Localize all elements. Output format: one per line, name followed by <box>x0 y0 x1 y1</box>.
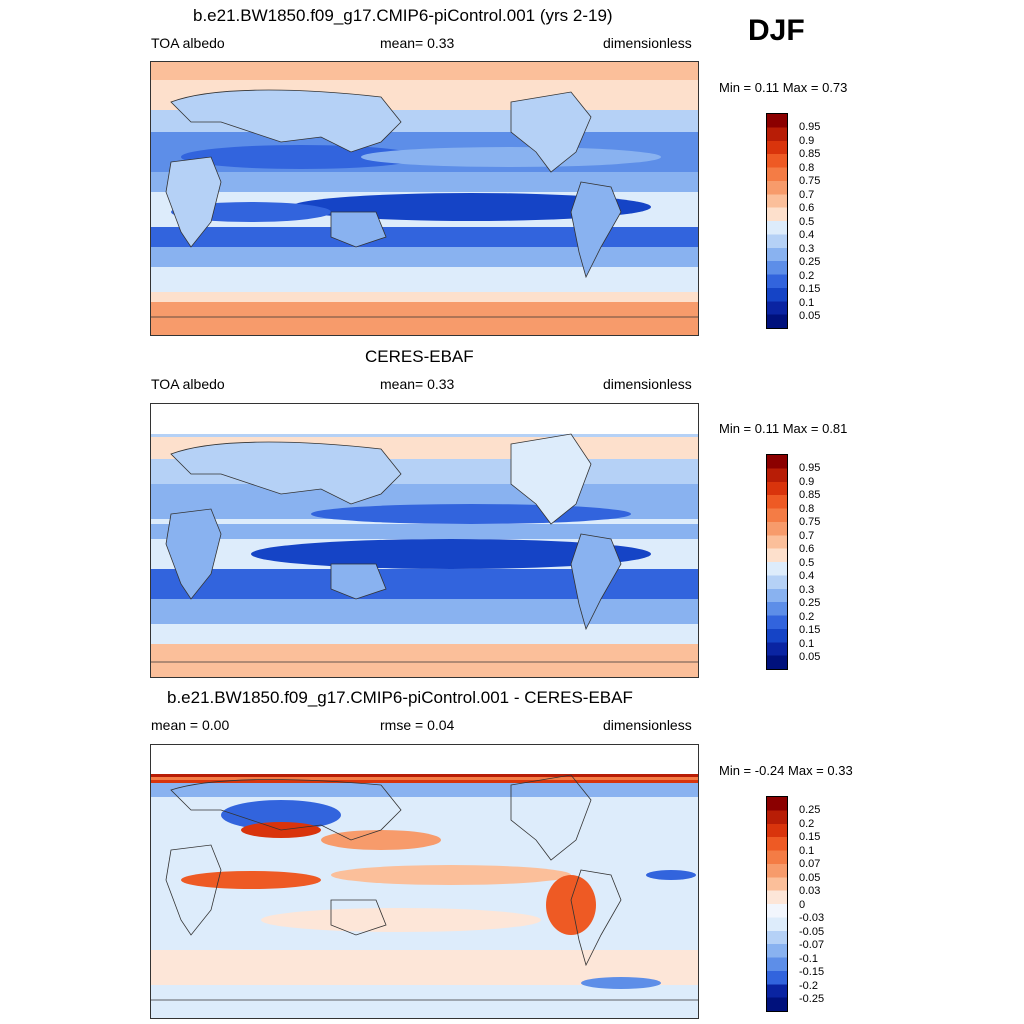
panel3-colorbar-label: -0.1 <box>799 953 818 965</box>
panel3-colorbar-label: 0 <box>799 899 806 911</box>
panel2-colorbar-label: 0.6 <box>799 543 815 555</box>
panel3-colorbar-swatches <box>766 796 788 1012</box>
panel1-map <box>150 61 699 336</box>
panel2-colorbar-label: 0.85 <box>799 489 821 501</box>
panel2-colorbar-label: 0.05 <box>799 651 821 663</box>
panel2-map <box>150 403 699 678</box>
panel3-colorbar-label: -0.03 <box>799 912 825 924</box>
panel3-minmax-label: Min = -0.24 Max = 0.33 <box>719 763 853 778</box>
panel2-colorbar-label: 0.9 <box>799 476 815 488</box>
panel3-colorbar-label: 0.07 <box>799 858 821 870</box>
season-label: DJF <box>748 14 805 47</box>
panel3-colorbar-label: 0.25 <box>799 804 821 816</box>
panel1-minmax-label: Min = 0.11 Max = 0.73 <box>719 80 848 95</box>
panel3-colorbar-label: 0.1 <box>799 845 815 857</box>
panel1-colorbar-label: 0.8 <box>799 162 815 174</box>
panel2-mean-label: mean= 0.33 <box>380 376 455 392</box>
panel3-mean-label: mean = 0.00 <box>151 717 230 733</box>
panel2-colorbar-label: 0.8 <box>799 503 815 515</box>
panel3-colorbar-label: 0.15 <box>799 831 821 843</box>
panel1-colorbar-label: 0.05 <box>799 310 821 322</box>
panel2-units-label: dimensionless <box>603 376 692 392</box>
panel2-colorbar-label: 0.25 <box>799 597 821 609</box>
panel1-colorbar-label: 0.7 <box>799 189 815 201</box>
panel2-colorbar-label: 0.7 <box>799 530 815 542</box>
panel2-minmax-label: Min = 0.11 Max = 0.81 <box>719 421 848 436</box>
panel3-colorbar-label: -0.15 <box>799 966 825 978</box>
panel3-rmse-label: rmse = 0.04 <box>380 717 455 733</box>
panel3-colorbar-label: -0.05 <box>799 926 825 938</box>
panel1-colorbar-label: 0.1 <box>799 297 815 309</box>
panel1-variable-label: TOA albedo <box>151 35 225 51</box>
panel2-colorbar-label: 0.95 <box>799 462 821 474</box>
panel2-variable-label: TOA albedo <box>151 376 225 392</box>
panel2-colorbar-label: 0.75 <box>799 516 821 528</box>
panel1-colorbar-label: 0.9 <box>799 135 815 147</box>
panel1-colorbar-label: 0.6 <box>799 202 815 214</box>
panel1-colorbar-label: 0.25 <box>799 256 821 268</box>
panel1-title: b.e21.BW1850.f09_g17.CMIP6-piControl.001… <box>193 6 613 25</box>
panel1-mean-label: mean= 0.33 <box>380 35 455 51</box>
panel1-colorbar-label: 0.15 <box>799 283 821 295</box>
panel3-colorbar-label: -0.2 <box>799 980 818 992</box>
panel1-colorbar-label: 0.95 <box>799 121 821 133</box>
panel3-map <box>150 744 699 1019</box>
panel2-colorbar-label: 0.4 <box>799 570 815 582</box>
panel1-colorbar-label: 0.4 <box>799 229 815 241</box>
panel2-colorbar-label: 0.3 <box>799 584 815 596</box>
panel1-colorbar-label: 0.75 <box>799 175 821 187</box>
panel1-colorbar-label: 0.2 <box>799 270 815 282</box>
panel3-units-label: dimensionless <box>603 717 692 733</box>
panel1-colorbar-swatches <box>766 113 788 329</box>
panel1-colorbar-label: 0.5 <box>799 216 815 228</box>
panel1-colorbar-label: 0.3 <box>799 243 815 255</box>
panel2-colorbar-label: 0.1 <box>799 638 815 650</box>
panel2-colorbar-label: 0.5 <box>799 557 815 569</box>
panel3-colorbar-label: -0.07 <box>799 939 825 951</box>
panel3-colorbar-label: 0.2 <box>799 818 815 830</box>
panel3-colorbar-label: 0.03 <box>799 885 821 897</box>
panel2-colorbar-swatches <box>766 454 788 670</box>
panel2-title: CERES-EBAF <box>365 347 474 366</box>
panel2-colorbar-label: 0.15 <box>799 624 821 636</box>
panel1-units-label: dimensionless <box>603 35 692 51</box>
panel3-title: b.e21.BW1850.f09_g17.CMIP6-piControl.001… <box>167 688 633 707</box>
panel2-colorbar-label: 0.2 <box>799 611 815 623</box>
panel1-colorbar-label: 0.85 <box>799 148 821 160</box>
panel3-colorbar-label: 0.05 <box>799 872 821 884</box>
panel3-colorbar-label: -0.25 <box>799 993 825 1005</box>
